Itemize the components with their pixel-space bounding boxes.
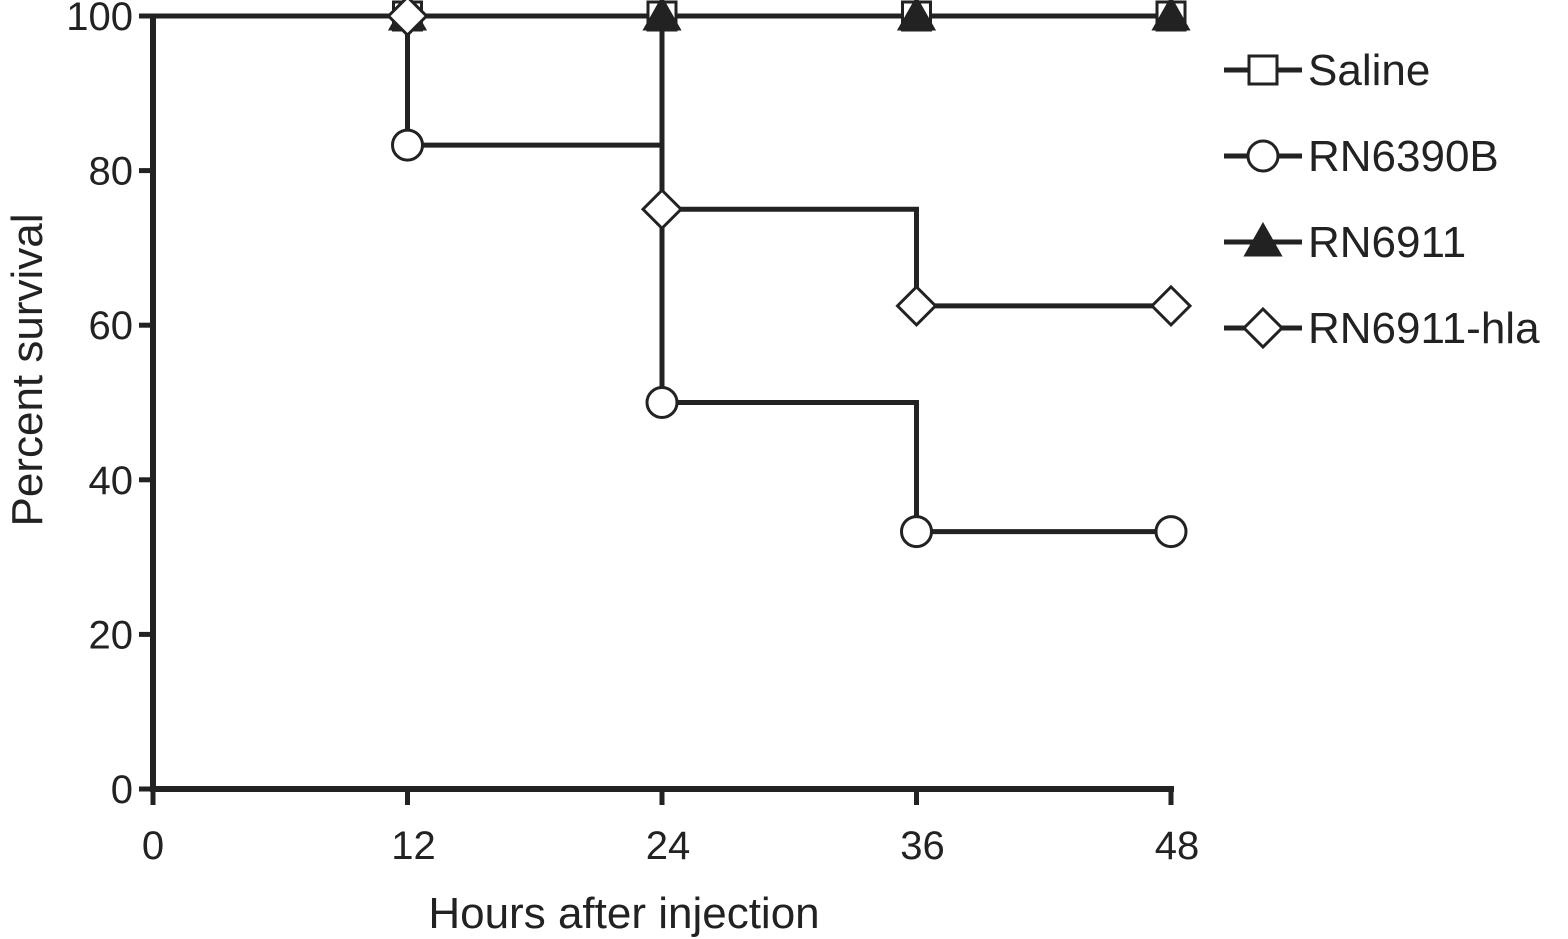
series-lines	[153, 13, 1171, 535]
y-tick-label: 40	[89, 459, 134, 503]
y-tick-label: 20	[89, 613, 134, 657]
data-point-rn6911-hla	[895, 284, 938, 327]
ticks: 0 20 40 60 80 100 0 12 24 36 48	[66, 0, 1199, 868]
data-point-rn6911-hla	[386, 0, 429, 38]
y-tick-label: 0	[111, 768, 133, 812]
x-tick-label: 12	[391, 824, 436, 868]
data-point-rn6911-hla	[1149, 284, 1193, 327]
legend-marker-saline	[1247, 54, 1279, 86]
legend-marker-rn6911	[1243, 221, 1283, 257]
legend-label-rn6390b: RN6390B	[1308, 132, 1499, 181]
legend-marker-rn6390b	[1246, 139, 1280, 173]
x-tick-label: 36	[900, 824, 945, 868]
legend: Saline RN6390B RN6911 RN6911-hla	[1224, 46, 1540, 353]
data-point-rn6911	[642, 0, 682, 31]
data-point-rn6911	[1151, 0, 1191, 31]
x-tick-label: 0	[142, 824, 164, 868]
legend-label-saline: Saline	[1308, 46, 1430, 95]
legend-label-rn6911: RN6911	[1308, 218, 1466, 267]
legend-marker-rn6911-hla	[1241, 306, 1285, 350]
y-tick-label: 100	[66, 0, 133, 39]
series-markers	[386, 0, 1193, 549]
data-point-rn6390b	[391, 128, 424, 162]
data-point-rn6390b	[1154, 515, 1188, 549]
legend-label-rn6911-hla: RN6911-hla	[1308, 304, 1540, 353]
data-point-rn6911	[896, 0, 937, 31]
y-axis-label: Percent survival	[3, 213, 52, 526]
y-tick-label: 60	[89, 304, 134, 348]
data-point-rn6911-hla	[640, 188, 684, 231]
y-tick-label: 80	[89, 150, 134, 194]
x-tick-label: 48	[1155, 824, 1200, 868]
x-axis-label: Hours after injection	[428, 889, 819, 938]
data-point-rn6390b	[645, 386, 679, 419]
data-point-rn6390b	[900, 515, 933, 549]
series-line-rn6390b	[153, 13, 1171, 535]
x-tick-label: 24	[646, 824, 691, 868]
